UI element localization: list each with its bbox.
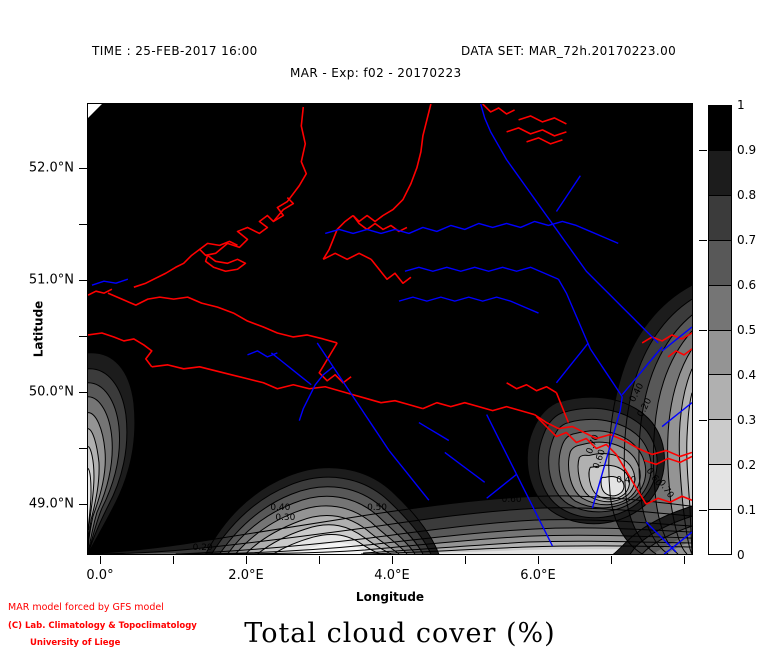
y-axis-title: Latitude — [31, 300, 46, 358]
x-tick — [319, 556, 321, 564]
x-tick — [392, 556, 394, 564]
colorbar-band — [709, 465, 731, 511]
contour-label: 0.70 — [409, 477, 429, 487]
colorbar-band — [709, 330, 731, 376]
x-axis-tick-label: 6.0°E — [520, 568, 556, 583]
y-axis-tick-label: 51.0°N — [28, 272, 74, 288]
x-tick — [465, 556, 467, 564]
y-tick — [79, 504, 87, 506]
y-tick — [79, 224, 87, 226]
contour-label: 0.60 — [502, 495, 522, 505]
colorbar-band — [709, 150, 731, 196]
experiment-label: MAR - Exp: f02 - 20170223 — [290, 66, 462, 80]
contour-label: 0.40 — [270, 503, 290, 513]
colorbar-label: 1 — [737, 98, 745, 112]
colorbar-band — [709, 195, 731, 241]
contour-label: 0.20 — [193, 543, 213, 553]
x-axis-tick-label: 0.0° — [86, 568, 114, 583]
colorbar-label: 0.4 — [737, 368, 757, 382]
x-tick — [611, 556, 613, 564]
x-tick — [100, 556, 102, 564]
colorbar-label: 0 — [737, 548, 745, 562]
time-label: TIME : 25-FEB-2017 16:00 — [92, 44, 258, 58]
x-axis-tick-label: 4.0°E — [374, 568, 410, 583]
colorbar-tick — [699, 510, 707, 512]
credit-line-model: MAR model forced by GFS model — [8, 602, 164, 613]
colorbar-label: 0.5 — [737, 323, 757, 337]
y-tick — [79, 336, 87, 338]
contour-label: 0.50 — [422, 495, 442, 505]
colorbar-tick — [699, 150, 707, 152]
cloud-cover-map: 0.20 0.30 0.40 0.50 0.50 0.60 0.70 0.80 … — [88, 104, 692, 554]
colorbar-label: 0.7 — [737, 233, 757, 247]
y-tick — [79, 392, 87, 394]
contour-label: 0.60 — [405, 487, 425, 497]
colorbar-tick — [699, 330, 707, 332]
x-tick — [173, 556, 175, 564]
y-axis-tick-label: 49.0°N — [28, 496, 74, 512]
colorbar-band — [709, 420, 731, 466]
x-axis-title: Longitude — [355, 590, 425, 604]
chart-title: Total cloud cover (%) — [244, 618, 556, 649]
colorbar-tick — [699, 420, 707, 422]
contour-label: 0.50 — [367, 503, 387, 513]
y-tick — [79, 280, 87, 282]
colorbar-band — [709, 375, 731, 421]
colorbar-label: 0.1 — [737, 503, 757, 517]
contour-label: 0.30 — [275, 513, 295, 523]
x-tick — [684, 556, 686, 564]
colorbar-band — [709, 510, 731, 555]
x-tick — [538, 556, 540, 564]
colorbar-label: 0.3 — [737, 413, 757, 427]
x-axis-tick-label: 2.0°E — [228, 568, 264, 583]
y-tick — [79, 168, 87, 170]
credit-line-university: University of Liege — [30, 638, 121, 648]
x-tick — [246, 556, 248, 564]
colorbar-band — [709, 240, 731, 286]
colorbar-band — [709, 285, 731, 331]
colorbar-label: 0.9 — [737, 143, 757, 157]
colorbar — [708, 105, 732, 555]
colorbar-label: 0.8 — [737, 188, 757, 202]
y-axis-tick-label: 50.0°N — [28, 384, 74, 400]
colorbar-label: 0.2 — [737, 458, 757, 472]
map-plot-area: 0.20 0.30 0.40 0.50 0.50 0.60 0.70 0.80 … — [87, 103, 693, 555]
colorbar-label: 0.6 — [737, 278, 757, 292]
y-axis-tick-label: 52.0°N — [28, 160, 74, 176]
colorbar-band — [709, 106, 731, 151]
dataset-label: DATA SET: MAR_72h.20170223.00 — [461, 44, 677, 58]
contour-label: 0.40 — [616, 475, 636, 485]
y-tick — [79, 448, 87, 450]
credit-line-lab: (C) Lab. Climatology & Topoclimatology — [8, 621, 197, 631]
colorbar-tick — [699, 240, 707, 242]
